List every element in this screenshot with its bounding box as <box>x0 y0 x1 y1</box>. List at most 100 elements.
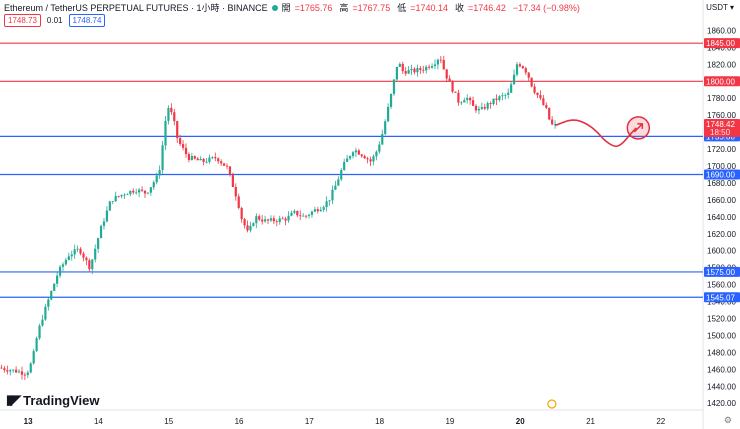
candle-body <box>302 215 305 217</box>
time-axis[interactable]: 13 14 15 16 17 18 19 20 21 22 <box>24 399 666 426</box>
candlestick-series <box>0 55 557 380</box>
projection-path <box>555 116 651 148</box>
level-tag-label: 1690.00 <box>706 170 735 179</box>
candle-body <box>187 154 191 161</box>
candle-body <box>15 369 18 373</box>
candle-body <box>504 94 507 96</box>
horizontal-levels[interactable] <box>0 42 703 298</box>
candle-body <box>313 209 316 212</box>
candle-body <box>108 201 111 211</box>
candle-body <box>433 64 437 67</box>
level-tag-label: 1575.00 <box>706 268 735 277</box>
level-price-tag: 1690.00 <box>704 169 740 180</box>
candle-body <box>140 189 144 191</box>
candle-body <box>524 68 527 73</box>
candle-body <box>281 218 284 220</box>
candle-body <box>181 144 185 148</box>
candle-body <box>64 259 68 265</box>
candle-body <box>343 161 346 171</box>
candle-body <box>515 64 519 75</box>
price-tick-label: 1500.00 <box>707 331 736 340</box>
candle-body <box>518 64 522 67</box>
candle-body <box>296 210 299 216</box>
symbol-title[interactable]: Ethereum / TetherUS PERPETUAL FUTURES · … <box>4 3 268 13</box>
candle-body <box>161 145 164 171</box>
price-tick-label: 1680.00 <box>707 179 736 188</box>
currency-select[interactable]: USDT ▾ <box>706 3 734 12</box>
candle-body <box>269 218 273 221</box>
candle-body <box>61 264 65 267</box>
candle-body <box>539 95 542 99</box>
candle-body <box>366 158 369 160</box>
settings-gear-icon[interactable]: ⚙ <box>723 415 732 425</box>
price-tick-label: 1640.00 <box>707 213 736 222</box>
candle-body <box>454 91 457 93</box>
candle-body <box>430 66 434 68</box>
candle-body <box>466 97 469 101</box>
candle-body <box>372 156 375 162</box>
candle-body <box>82 253 85 258</box>
candle-body <box>12 369 15 371</box>
level-price-tag: 1575.00 <box>704 266 740 277</box>
market-status-icon <box>271 4 278 11</box>
candle-body <box>325 201 328 208</box>
candle-body <box>117 195 120 197</box>
candle-body <box>231 174 234 188</box>
candle-body <box>138 189 141 193</box>
candle-body <box>6 370 9 372</box>
candle-body <box>143 190 147 194</box>
candle-body <box>451 81 454 92</box>
candle-body <box>457 92 460 103</box>
candle-body <box>246 225 249 231</box>
quantity-value[interactable]: 0.01 <box>46 16 63 25</box>
candle-body <box>422 69 425 71</box>
candle-body <box>228 166 232 175</box>
candle-body <box>398 63 401 67</box>
candle-body <box>287 215 290 221</box>
candle-body <box>38 325 41 339</box>
candle-body <box>97 238 100 249</box>
time-tick-label: 19 <box>445 417 454 426</box>
sell-price-button[interactable]: 1748.73 <box>4 14 41 27</box>
candle-body <box>304 215 308 217</box>
candle-body <box>348 156 352 159</box>
candle-body <box>176 121 179 139</box>
candle-body <box>91 259 94 270</box>
candle-body <box>319 209 322 212</box>
candle-body <box>410 68 413 71</box>
candle-body <box>126 194 129 196</box>
candle-body <box>290 212 293 216</box>
time-tick-label: 16 <box>235 417 244 426</box>
candle-body <box>214 157 217 159</box>
candle-body <box>474 105 478 111</box>
candle-body <box>395 66 399 80</box>
candle-body <box>471 100 475 106</box>
candle-body <box>173 112 176 122</box>
level-tag-bg <box>704 76 740 87</box>
candle-body <box>164 120 167 146</box>
candle-body <box>88 260 91 270</box>
price-axis[interactable]: 1860.001840.001820.001800.001780.001760.… <box>704 26 740 408</box>
candle-body <box>29 363 32 373</box>
candle-body <box>507 92 510 95</box>
candle-body <box>149 187 152 193</box>
candle-body <box>334 185 337 190</box>
grid-layer <box>0 0 704 429</box>
price-tick-label: 1780.00 <box>707 94 736 103</box>
price-tick-label: 1760.00 <box>707 111 736 120</box>
candle-body <box>351 152 355 157</box>
candle-body <box>41 319 44 326</box>
time-tick-label: 21 <box>586 417 595 426</box>
candle-body <box>205 161 208 163</box>
level-tag-bg <box>704 169 740 180</box>
candle-body <box>439 59 442 61</box>
candle-body <box>50 290 53 300</box>
candle-body <box>263 219 267 222</box>
buy-price-button[interactable]: 1748.74 <box>68 14 106 27</box>
candle-body <box>322 207 325 210</box>
candle-body <box>56 275 59 284</box>
candle-body <box>428 66 431 68</box>
candle-body <box>275 221 278 223</box>
candle-body <box>111 201 114 202</box>
